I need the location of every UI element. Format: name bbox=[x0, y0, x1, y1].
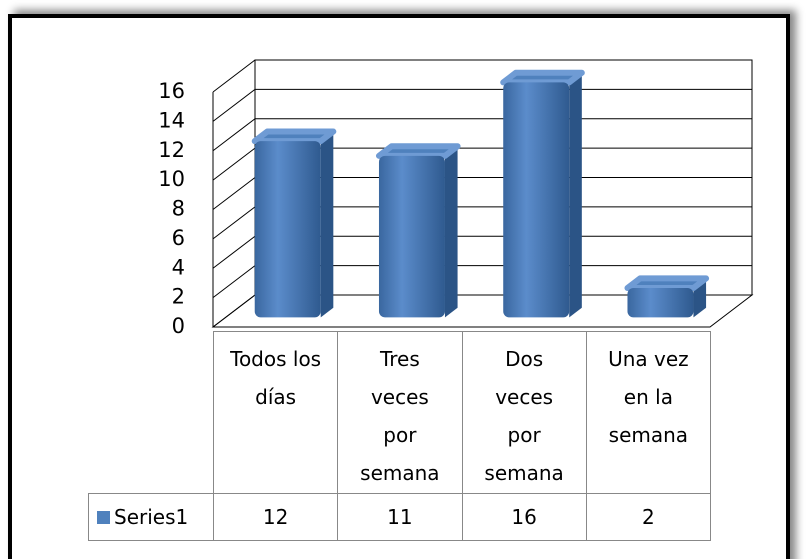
grid-line bbox=[212, 265, 256, 299]
grid-line bbox=[212, 206, 256, 240]
category-cell: Dos veces por semana bbox=[461, 331, 587, 494]
y-tick-label: 14 bbox=[158, 108, 185, 132]
value-cell: 12 bbox=[213, 493, 339, 541]
category-cell: Una vez en la semana bbox=[585, 331, 711, 494]
category-cell: Todos los días bbox=[213, 331, 339, 494]
bar-top bbox=[500, 69, 585, 86]
bar bbox=[375, 143, 461, 318]
bar-front bbox=[627, 288, 694, 318]
y-tick-label: 8 bbox=[172, 197, 185, 221]
bar-top bbox=[251, 128, 337, 145]
bar-top bbox=[624, 275, 710, 292]
y-tick-label: 4 bbox=[172, 255, 185, 279]
grid-line bbox=[212, 177, 256, 210]
frame bbox=[8, 14, 790, 559]
value-cell: 2 bbox=[585, 493, 711, 541]
bar-top bbox=[375, 143, 461, 159]
y-tick-label: 16 bbox=[158, 79, 185, 103]
y-tick-label: 0 bbox=[172, 314, 185, 338]
bar-front bbox=[503, 82, 570, 318]
category-cell: Tres veces por semana bbox=[337, 331, 463, 494]
grid-line bbox=[212, 118, 256, 152]
value-cell: 16 bbox=[461, 493, 587, 541]
bar bbox=[251, 128, 337, 318]
legend-label: Series1 bbox=[114, 505, 189, 529]
bar-side bbox=[569, 72, 582, 318]
grid-line bbox=[212, 235, 256, 269]
y-tick-label: 10 bbox=[158, 167, 185, 191]
grid-line bbox=[212, 59, 256, 93]
bar-front bbox=[378, 155, 445, 318]
value-cell: 11 bbox=[337, 493, 463, 541]
grid-line bbox=[212, 147, 256, 181]
bar-side bbox=[444, 146, 458, 318]
bar bbox=[624, 275, 710, 318]
y-tick-label: 2 bbox=[172, 285, 185, 309]
legend-cell: Series1 bbox=[88, 493, 214, 541]
bar bbox=[500, 69, 585, 318]
bar-side bbox=[320, 131, 334, 318]
y-tick-label: 12 bbox=[158, 138, 185, 162]
grid-line bbox=[212, 294, 256, 328]
grid-line bbox=[212, 88, 256, 122]
y-tick-label: 6 bbox=[172, 226, 185, 250]
legend-key bbox=[97, 511, 110, 524]
bar-front bbox=[254, 141, 321, 318]
